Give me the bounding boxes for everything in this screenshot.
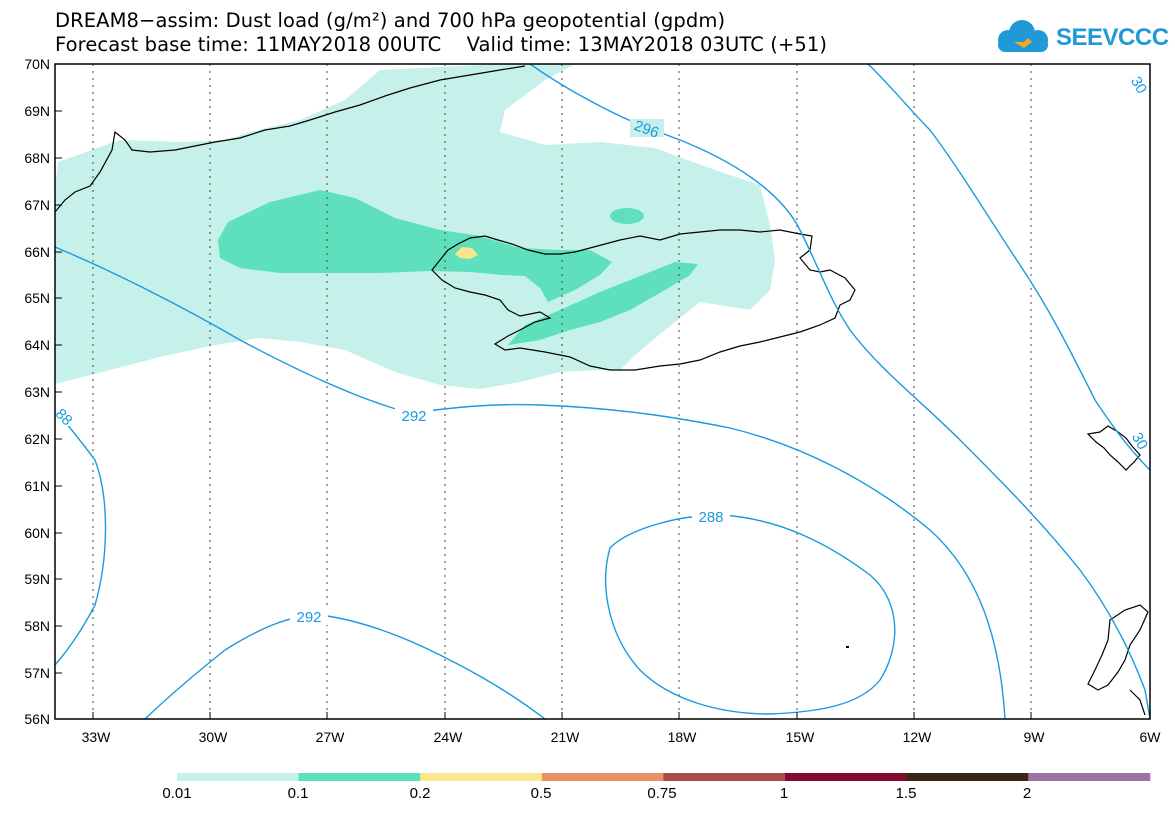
scotland-islands xyxy=(1129,689,1146,716)
lat-label: 61N xyxy=(24,478,50,494)
colorbar-label: 1 xyxy=(779,785,789,802)
colorbar xyxy=(177,773,1151,781)
lat-label: 66N xyxy=(24,244,50,260)
lat-label: 64N xyxy=(24,337,50,353)
contour-292-upper xyxy=(55,246,1006,719)
lat-label: 69N xyxy=(24,103,50,119)
map-subtitle-times: Forecast base time: 11MAY2018 00UTC Vali… xyxy=(55,33,828,56)
latitude-labels: 70N 69N 68N 67N 66N 65N 64N 63N 62N 61N … xyxy=(24,56,50,727)
contour-292-lower xyxy=(144,614,546,719)
lon-label: 27W xyxy=(316,729,346,745)
lon-label: 9W xyxy=(1024,729,1046,745)
colorbar-label: 2 xyxy=(1022,785,1032,802)
dust-field xyxy=(55,64,775,389)
lon-label: 6W xyxy=(1140,729,1162,745)
lon-label: 18W xyxy=(668,729,698,745)
coastlines xyxy=(55,65,1149,716)
contour-label-292-lower: 292 xyxy=(296,609,321,626)
rockall-islet xyxy=(846,646,849,648)
colorbar-label: 0.75 xyxy=(647,785,677,802)
map-title: DREAM8−assim: Dust load (g/m²) and 700 h… xyxy=(55,9,726,32)
greenland-coast xyxy=(55,65,526,213)
contour-label-30-top: 30 xyxy=(1127,74,1150,97)
contour-labels: 296 292 288 292 88 30 30 xyxy=(52,74,1151,626)
lat-label: 60N xyxy=(24,525,50,541)
geopotential-contours xyxy=(55,64,1150,719)
colorbar-swatch xyxy=(1028,773,1151,781)
lon-label: 24W xyxy=(434,729,464,745)
lat-label: 67N xyxy=(24,197,50,213)
colorbar-label: 1.5 xyxy=(895,785,917,802)
iceland-coast xyxy=(431,229,856,371)
contour-label-30-right: 30 xyxy=(1128,430,1151,453)
axis-ticks xyxy=(55,63,1032,719)
colorbar-swatch xyxy=(663,773,786,781)
lon-label: 21W xyxy=(551,729,581,745)
logo-text: SEEVCCC xyxy=(1056,24,1169,51)
contour-296 xyxy=(529,64,1150,719)
lat-label: 62N xyxy=(24,431,50,447)
dust-region-0.1-islet xyxy=(610,208,644,224)
colorbar-swatch xyxy=(785,773,908,781)
lat-label: 63N xyxy=(24,384,50,400)
colorbar-label: 0.01 xyxy=(162,785,192,802)
cloud-icon xyxy=(998,20,1048,52)
scotland-coast xyxy=(1087,604,1149,691)
lat-label: 68N xyxy=(24,150,50,166)
lat-label: 59N xyxy=(24,571,50,587)
dust-region-0.1-tongue xyxy=(508,262,698,345)
faroe-coast xyxy=(1086,425,1141,471)
longitude-labels: 33W 30W 27W 24W 21W 18W 15W 12W 9W 6W xyxy=(82,729,1162,745)
lat-label: 65N xyxy=(24,290,50,306)
colorbar-swatch xyxy=(298,773,421,781)
contour-label-288: 288 xyxy=(698,509,723,526)
colorbar-label: 0.5 xyxy=(530,785,552,802)
dust-region-0.1 xyxy=(218,190,612,302)
lat-label: 56N xyxy=(24,711,50,727)
lon-label: 30W xyxy=(199,729,229,745)
contour-288-left xyxy=(55,409,107,666)
contour-300-right xyxy=(867,64,1150,471)
colorbar-label: 0.1 xyxy=(287,785,309,802)
lat-label: 70N xyxy=(24,56,50,72)
colorbar-swatch xyxy=(906,773,1029,781)
lon-label: 33W xyxy=(82,729,112,745)
dust-region-0.2 xyxy=(455,247,478,259)
colorbar-swatch xyxy=(420,773,543,781)
lat-label: 58N xyxy=(24,618,50,634)
lat-label: 57N xyxy=(24,665,50,681)
contour-label-292-upper: 292 xyxy=(401,408,426,425)
lon-label: 12W xyxy=(903,729,933,745)
colorbar-swatch xyxy=(177,773,300,781)
colorbar-swatch xyxy=(541,773,664,781)
contour-288-ring xyxy=(604,514,896,715)
colorbar-label: 0.2 xyxy=(409,785,431,802)
lon-label: 15W xyxy=(786,729,816,745)
